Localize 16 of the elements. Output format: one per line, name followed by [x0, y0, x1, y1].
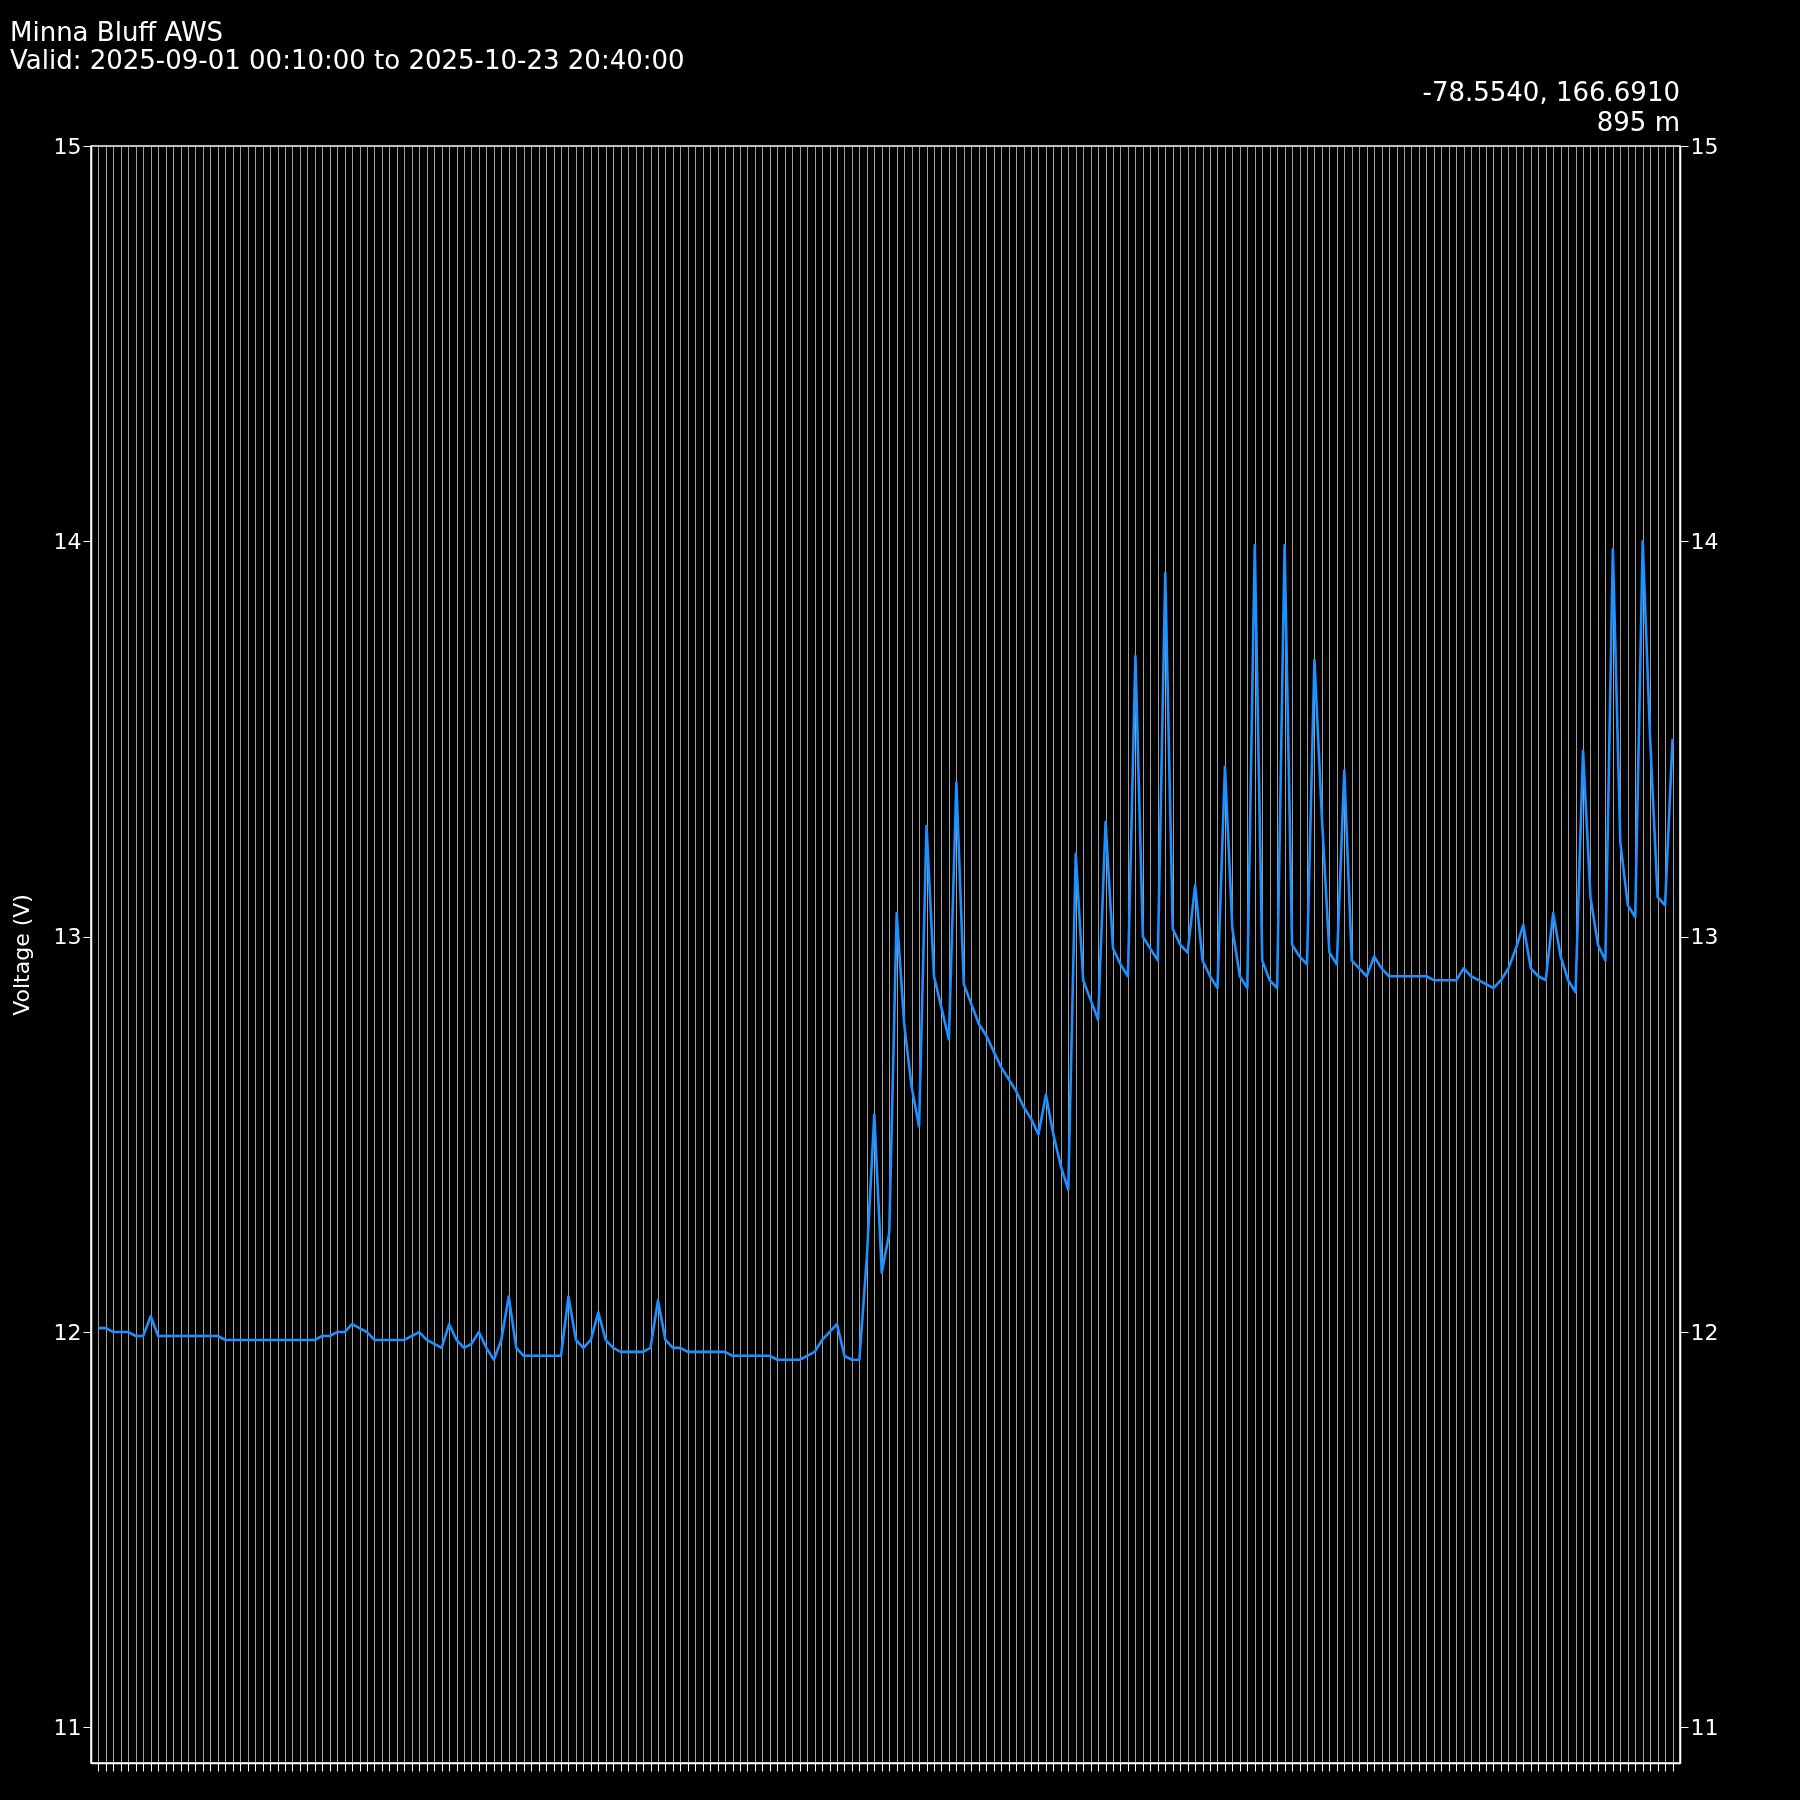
y-tick-label: 13	[53, 924, 82, 950]
y-axis-title: Voltage (V)	[8, 894, 34, 1016]
y-tick-label: 15	[53, 133, 82, 159]
y2-tick-label: 13	[1690, 924, 1719, 950]
text: -78.5540, 166.6910	[1422, 77, 1680, 107]
y2-tick-label: 12	[1690, 1319, 1719, 1345]
line-series	[97, 540, 1674, 1362]
y-tick-label: 11	[53, 1714, 82, 1740]
y2-tick-label: 14	[1690, 528, 1719, 554]
text: 895 m	[1596, 107, 1680, 137]
y-tick-label: 14	[53, 528, 82, 554]
y2-tick-label: 11	[1690, 1714, 1719, 1740]
chart-subtitle: Valid: 2025-09-01 00:10:00 to 2025-10-23 20:40:00	[10, 45, 685, 75]
chart-title: Minna Bluff AWS	[10, 17, 224, 47]
y-tick-label: 12	[53, 1319, 82, 1345]
y2-tick-label: 15	[1690, 133, 1719, 159]
